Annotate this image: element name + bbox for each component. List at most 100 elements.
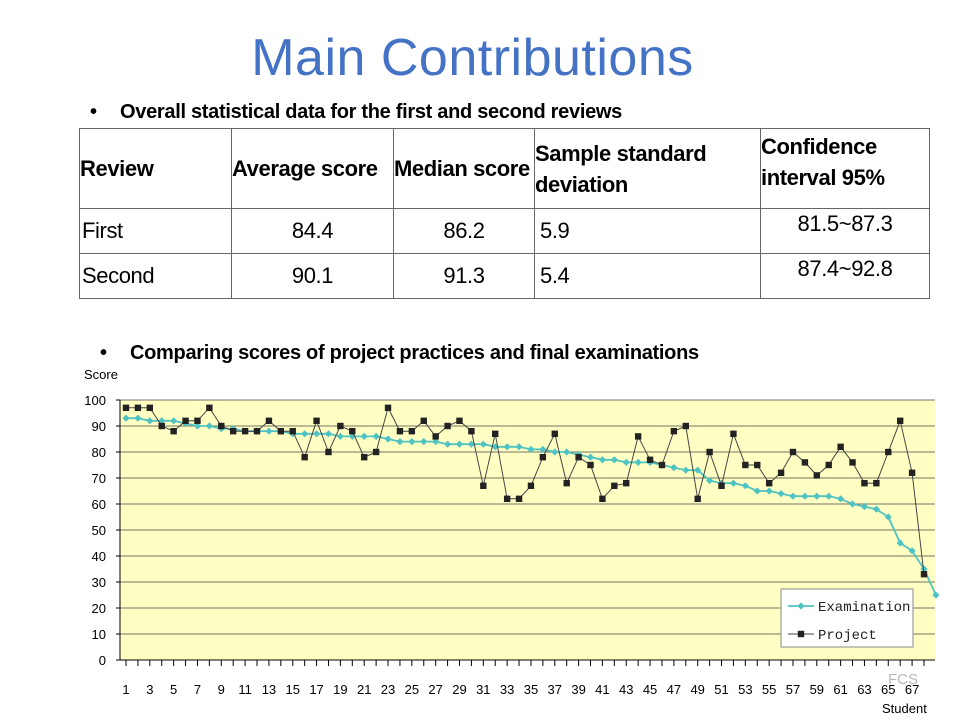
project-point	[396, 428, 404, 435]
examination-point	[312, 430, 321, 438]
x-tick-label: 13	[262, 682, 276, 697]
statistics-table: Review Average score Median score Sample…	[79, 128, 930, 299]
project-point	[825, 461, 832, 469]
project-point	[253, 428, 261, 435]
x-tick-label: 23	[381, 682, 395, 697]
table-cell: Second	[79, 253, 232, 299]
project-point	[682, 422, 689, 430]
x-tick-label: 31	[476, 682, 490, 697]
x-tick-label: 15	[286, 682, 300, 697]
x-tick-label: 49	[690, 682, 704, 697]
x-tick-label: 41	[595, 682, 609, 697]
slide-title: Main Contributions	[251, 29, 694, 87]
project-point	[229, 428, 237, 435]
project-point	[706, 448, 713, 456]
project-point	[277, 428, 285, 435]
y-tick-label: 10	[92, 627, 106, 642]
examination-point	[193, 422, 202, 430]
bullet-dot: •	[90, 101, 97, 123]
project-point	[289, 428, 296, 435]
x-tick-label: 3	[146, 682, 153, 697]
examination-point	[884, 513, 892, 521]
y-tick-label: 0	[99, 653, 106, 668]
x-tick-label: 19	[333, 682, 347, 697]
bullet-comparison-text: Comparing scores of project practices an…	[130, 342, 699, 364]
bullet-statistics: • Overall statistical data for the first …	[90, 101, 622, 124]
examination-point	[813, 492, 821, 500]
project-point	[503, 495, 511, 502]
x-tick-label: 7	[194, 682, 201, 697]
table-cell: 5.4	[534, 253, 761, 299]
examination-point	[384, 435, 392, 443]
project-point	[646, 456, 654, 463]
legend-examination-marker	[797, 602, 805, 610]
examination-point	[420, 438, 428, 446]
project-point	[361, 454, 368, 461]
examination-point	[920, 565, 928, 573]
project-point	[444, 422, 451, 430]
y-axis-title: Score	[84, 367, 118, 382]
project-point	[801, 459, 809, 466]
x-tick-label: 45	[643, 682, 657, 697]
project-point	[527, 482, 535, 489]
project-point	[182, 417, 189, 424]
examination-point	[205, 422, 213, 430]
x-tick-label: 1	[122, 682, 129, 697]
project-point	[634, 433, 642, 440]
y-tick-label: 30	[92, 575, 106, 590]
x-tick-label: 39	[571, 682, 585, 697]
y-tick-label: 60	[92, 497, 106, 512]
x-tick-label: 67	[905, 682, 919, 697]
table-cell: 90.1	[231, 253, 394, 299]
examination-point	[789, 492, 797, 500]
project-point	[849, 459, 856, 466]
examination-point	[932, 591, 940, 599]
x-axis-title: Student	[882, 701, 927, 716]
x-tick-label: 55	[762, 682, 776, 697]
table-cell: 5.9	[534, 208, 761, 254]
project-point	[813, 472, 821, 479]
legend-project-marker	[797, 630, 805, 638]
x-tick-label: 27	[428, 682, 442, 697]
project-point	[241, 428, 249, 435]
project-point	[265, 417, 273, 424]
bullet-comparison: • Comparing scores of project practices a…	[100, 342, 699, 365]
examination-point	[872, 505, 880, 513]
table-cell: 91.3	[393, 253, 535, 299]
project-point	[194, 417, 201, 424]
table-row: Second 90.1 91.3 5.4 87.4~92.8	[79, 253, 930, 299]
project-point	[134, 404, 142, 411]
project-point	[658, 461, 666, 469]
x-tick-label: 37	[548, 682, 562, 697]
project-point	[384, 404, 392, 411]
y-tick-label: 90	[92, 419, 106, 434]
examination-point	[825, 492, 833, 500]
x-tick-label: 51	[714, 682, 728, 697]
x-tick-label: 29	[452, 682, 466, 697]
project-point	[754, 461, 761, 469]
table-header-cell: Average score	[231, 128, 394, 209]
series-project	[122, 404, 928, 578]
project-point	[206, 404, 213, 411]
project-point	[515, 495, 523, 502]
project-point	[456, 417, 463, 424]
table-cell: 84.4	[231, 208, 394, 254]
project-point	[420, 417, 427, 424]
x-tick-label: 63	[857, 682, 871, 697]
x-tick-label: 59	[810, 682, 824, 697]
project-point	[873, 480, 880, 487]
y-tick-label: 40	[92, 549, 106, 564]
x-tick-label: 35	[524, 682, 538, 697]
x-tick-label: 65	[881, 682, 895, 697]
project-point	[372, 448, 380, 456]
table-header-cell: Confidence interval 95%	[760, 128, 930, 209]
x-tick-label: 21	[357, 682, 371, 697]
table-cell: First	[79, 208, 232, 254]
project-point	[170, 428, 177, 435]
project-point	[122, 404, 130, 411]
project-point	[539, 454, 547, 461]
legend-examination-label: Examination	[818, 600, 910, 616]
x-tick-label: 47	[667, 682, 681, 697]
x-tick-label: 33	[500, 682, 514, 697]
legend-items: Examination Project	[788, 600, 910, 644]
